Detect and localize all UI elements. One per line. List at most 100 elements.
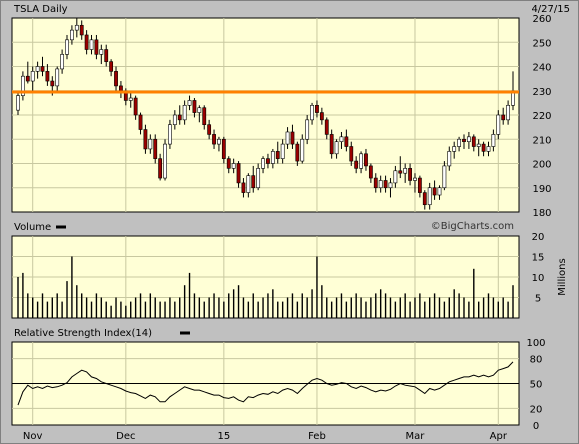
volume-tick-label: 20 — [532, 232, 545, 243]
candle-body — [506, 105, 510, 121]
candle-body — [197, 107, 202, 113]
candle-body — [74, 24, 79, 31]
rsi-tick-label: 0 — [533, 421, 539, 432]
candle-body — [427, 187, 432, 206]
candle-body — [143, 129, 148, 150]
candle-body — [217, 138, 221, 145]
candle-body — [295, 143, 300, 162]
candle-body — [119, 85, 123, 92]
candle-body — [398, 170, 403, 174]
chart-title: TSLA Daily — [13, 4, 68, 15]
candle-body — [104, 49, 109, 62]
price-tick-label: 220 — [532, 111, 551, 122]
candle-body — [50, 80, 55, 87]
price-tick-label: 240 — [532, 63, 551, 74]
candle-body — [99, 49, 104, 55]
candle-body — [457, 138, 461, 147]
candle-body — [270, 151, 275, 164]
candle-body — [25, 75, 30, 82]
candle-body — [388, 182, 393, 189]
candle-body — [109, 61, 114, 72]
candle-body — [256, 168, 261, 189]
candle-body — [163, 143, 167, 179]
rsi-tick-label: 50 — [530, 380, 543, 391]
candle-body — [471, 136, 476, 147]
x-tick-label: Apr — [490, 431, 508, 442]
volume-tick-label: 5 — [535, 294, 541, 305]
candle-body — [207, 124, 212, 135]
candle-body — [45, 71, 50, 82]
candle-body — [84, 34, 89, 50]
candle-body — [226, 158, 231, 169]
candle-body — [55, 68, 60, 87]
candle-body — [182, 105, 187, 121]
candle-body — [79, 24, 84, 36]
candle-body — [30, 71, 35, 82]
candle-body — [359, 153, 363, 169]
candle-body — [334, 141, 339, 155]
candle-body — [408, 168, 412, 181]
candle-body — [476, 143, 481, 147]
candle-body — [413, 177, 417, 181]
candle-body — [442, 165, 447, 189]
price-tick-label: 190 — [532, 184, 551, 195]
candle-body — [310, 105, 314, 121]
x-tick-label: Feb — [308, 431, 326, 442]
candle-body — [35, 66, 40, 72]
candle-body — [187, 100, 192, 106]
candle-body — [261, 158, 265, 169]
candle-body — [172, 114, 177, 125]
price-tick-label: 230 — [532, 87, 551, 98]
candle-body — [383, 180, 388, 189]
candle-body — [486, 146, 491, 152]
candle-body — [202, 107, 207, 125]
candle-body — [192, 100, 197, 113]
candle-body — [364, 153, 368, 167]
candle-body — [241, 182, 246, 193]
candle-body — [148, 138, 153, 150]
candle-body — [158, 158, 163, 179]
candle-body — [339, 136, 344, 142]
candle-body — [315, 105, 319, 113]
candle-body — [432, 187, 437, 196]
price-tick-label: 260 — [532, 14, 551, 25]
candle-body — [40, 66, 45, 72]
volume-tick-label: 15 — [532, 253, 545, 264]
price-tick-label: 180 — [532, 208, 551, 219]
candle-body — [65, 39, 69, 55]
candle-body — [280, 143, 285, 159]
candle-body — [236, 163, 241, 184]
candle-body — [138, 114, 143, 130]
price-panel: 260 250 240 230 220 210 200 190 180 — [12, 14, 552, 219]
candle-body — [128, 97, 133, 101]
rsi-panel: Relative Strength Index(14) 100 80 50 20 0 — [12, 328, 546, 432]
candle-body — [305, 119, 310, 140]
candle-body — [496, 114, 501, 135]
candle-body — [403, 168, 408, 174]
rsi-tick-label: 20 — [530, 404, 543, 415]
candle-body — [466, 136, 471, 142]
candle-body — [422, 192, 427, 206]
x-tick-label: 15 — [217, 431, 230, 442]
candle-body — [344, 136, 349, 147]
price-tick-label: 200 — [532, 160, 551, 171]
volume-tick-label: 10 — [532, 273, 545, 284]
candle-body — [212, 134, 216, 145]
candle-body — [300, 138, 305, 162]
candle-body — [349, 146, 354, 162]
candle-body — [114, 71, 118, 87]
candle-body — [393, 170, 398, 184]
volume-label: Volume — [14, 222, 51, 233]
candle-body — [275, 151, 280, 159]
candle-body — [417, 177, 422, 193]
x-tick-label: Dec — [116, 431, 135, 442]
candle-body — [153, 138, 158, 159]
volume-unit-label: Millions — [557, 258, 568, 295]
candle-body — [373, 177, 378, 189]
candle-body — [290, 131, 295, 145]
rsi-label: Relative Strength Index(14) — [14, 328, 152, 339]
volume-panel: Volume 20 15 10 5 Millions — [12, 222, 568, 318]
candle-body — [94, 39, 99, 55]
candle-body — [221, 138, 226, 159]
